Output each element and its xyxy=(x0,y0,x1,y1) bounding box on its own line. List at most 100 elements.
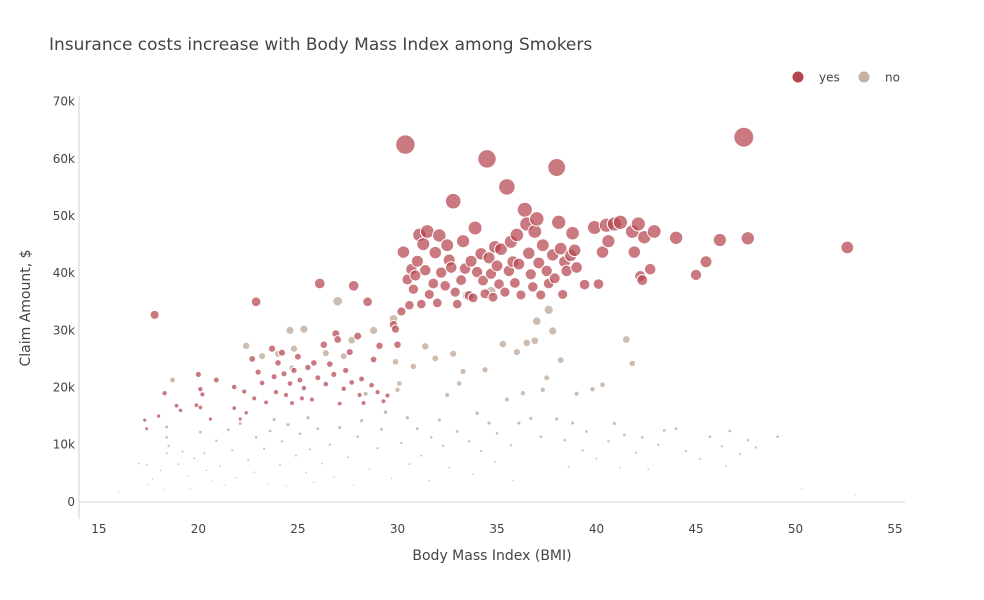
data-point-no[interactable] xyxy=(459,367,467,376)
data-point-yes[interactable] xyxy=(393,340,402,349)
data-point-yes[interactable] xyxy=(207,416,214,422)
data-point-yes[interactable] xyxy=(643,262,657,276)
data-point-yes[interactable] xyxy=(470,265,484,279)
data-point-yes[interactable] xyxy=(280,370,288,378)
data-point-yes[interactable] xyxy=(428,245,443,260)
data-point-no[interactable] xyxy=(150,477,155,481)
data-point-no[interactable] xyxy=(584,429,589,434)
data-point-no[interactable] xyxy=(230,448,235,453)
data-point-no[interactable] xyxy=(166,443,171,448)
data-point-no[interactable] xyxy=(799,487,804,491)
data-point-no[interactable] xyxy=(530,336,540,346)
data-point-yes[interactable] xyxy=(353,331,363,341)
data-point-yes[interactable] xyxy=(289,400,295,406)
data-point-yes[interactable] xyxy=(451,298,463,310)
data-point-no[interactable] xyxy=(284,484,288,488)
data-point-no[interactable] xyxy=(512,348,521,357)
data-point-no[interactable] xyxy=(307,447,312,452)
data-point-no[interactable] xyxy=(548,326,558,336)
data-point-yes[interactable] xyxy=(314,374,322,382)
data-point-no[interactable] xyxy=(436,417,442,423)
data-point-no[interactable] xyxy=(198,429,203,435)
data-point-yes[interactable] xyxy=(416,298,427,310)
data-point-yes[interactable] xyxy=(193,402,200,409)
data-point-no[interactable] xyxy=(621,335,631,344)
data-point-yes[interactable] xyxy=(570,261,583,274)
data-point-no[interactable] xyxy=(117,490,121,494)
data-point-yes[interactable] xyxy=(250,296,262,308)
data-point-yes[interactable] xyxy=(340,385,347,392)
data-point-no[interactable] xyxy=(164,435,169,440)
data-point-no[interactable] xyxy=(144,462,149,467)
data-point-yes[interactable] xyxy=(467,220,483,236)
data-point-no[interactable] xyxy=(362,390,369,397)
data-point-no[interactable] xyxy=(258,352,267,361)
data-point-yes[interactable] xyxy=(522,246,536,260)
data-point-no[interactable] xyxy=(570,420,576,426)
data-point-no[interactable] xyxy=(352,483,356,487)
data-point-no[interactable] xyxy=(192,456,197,461)
data-point-no[interactable] xyxy=(202,451,207,456)
data-point-yes[interactable] xyxy=(293,352,302,361)
data-point-no[interactable] xyxy=(531,316,542,327)
data-point-yes[interactable] xyxy=(282,391,290,399)
data-point-yes[interactable] xyxy=(348,379,356,386)
data-point-yes[interactable] xyxy=(360,400,367,406)
data-point-no[interactable] xyxy=(293,453,298,458)
data-point-yes[interactable] xyxy=(407,283,420,295)
data-point-yes[interactable] xyxy=(636,274,649,287)
data-point-no[interactable] xyxy=(394,386,401,394)
data-point-yes[interactable] xyxy=(390,324,401,334)
data-point-no[interactable] xyxy=(367,467,372,472)
data-point-yes[interactable] xyxy=(155,413,162,419)
data-point-yes[interactable] xyxy=(212,376,220,384)
data-point-yes[interactable] xyxy=(336,400,343,407)
data-point-no[interactable] xyxy=(379,426,384,432)
data-point-yes[interactable] xyxy=(509,227,525,243)
data-point-no[interactable] xyxy=(503,396,510,403)
data-point-yes[interactable] xyxy=(199,391,206,398)
legend-item-yes[interactable]: yes xyxy=(792,71,840,85)
data-point-no[interactable] xyxy=(299,324,309,334)
data-point-no[interactable] xyxy=(262,446,267,451)
data-point-yes[interactable] xyxy=(384,392,391,399)
data-point-yes[interactable] xyxy=(535,238,550,253)
data-point-no[interactable] xyxy=(594,456,599,461)
data-point-no[interactable] xyxy=(267,428,273,434)
data-point-yes[interactable] xyxy=(487,291,499,303)
data-point-no[interactable] xyxy=(719,444,725,449)
data-point-yes[interactable] xyxy=(144,426,150,432)
data-point-no[interactable] xyxy=(539,386,547,394)
data-point-no[interactable] xyxy=(606,439,611,444)
data-point-no[interactable] xyxy=(347,335,357,345)
data-point-yes[interactable] xyxy=(601,234,616,249)
data-point-no[interactable] xyxy=(312,480,316,485)
data-point-yes[interactable] xyxy=(330,370,338,378)
data-point-no[interactable] xyxy=(253,435,259,440)
data-point-yes[interactable] xyxy=(689,268,703,282)
data-point-yes[interactable] xyxy=(464,254,478,268)
data-point-no[interactable] xyxy=(508,443,514,448)
data-point-yes[interactable] xyxy=(270,373,278,381)
data-point-yes[interactable] xyxy=(322,380,330,388)
data-point-yes[interactable] xyxy=(435,266,448,279)
data-point-yes[interactable] xyxy=(509,277,521,289)
data-point-no[interactable] xyxy=(562,437,567,443)
data-point-yes[interactable] xyxy=(553,241,568,256)
data-point-yes[interactable] xyxy=(404,299,415,311)
data-point-no[interactable] xyxy=(737,451,742,456)
data-point-no[interactable] xyxy=(289,344,299,353)
data-point-no[interactable] xyxy=(304,470,308,475)
data-point-yes[interactable] xyxy=(444,192,462,210)
data-point-no[interactable] xyxy=(494,430,500,436)
data-point-no[interactable] xyxy=(611,420,617,427)
data-point-yes[interactable] xyxy=(296,376,304,384)
data-point-yes[interactable] xyxy=(313,277,326,290)
data-point-no[interactable] xyxy=(646,467,651,472)
data-point-yes[interactable] xyxy=(362,296,373,308)
data-point-yes[interactable] xyxy=(527,224,543,239)
data-point-yes[interactable] xyxy=(595,245,610,259)
data-point-no[interactable] xyxy=(407,462,412,466)
data-point-no[interactable] xyxy=(634,450,639,455)
data-point-no[interactable] xyxy=(246,457,251,462)
